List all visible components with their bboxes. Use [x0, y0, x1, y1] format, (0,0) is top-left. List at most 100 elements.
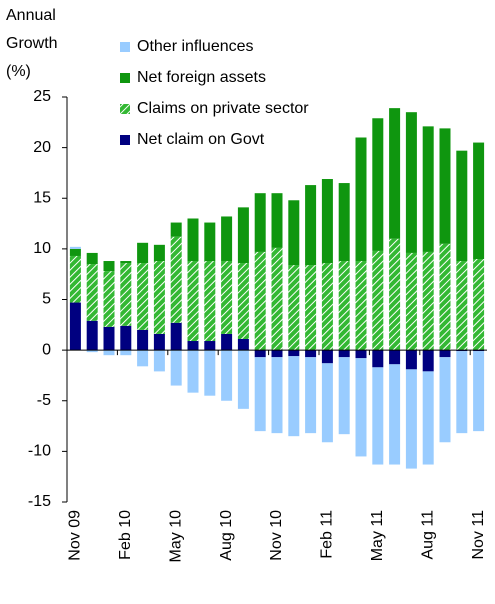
bar-segment	[187, 218, 199, 262]
bar-segment	[456, 350, 468, 352]
legend-label: Claims on private sector	[137, 100, 309, 117]
bar-segment	[321, 350, 333, 364]
bar-segment	[254, 193, 266, 252]
x-tick-label: May 10	[167, 510, 184, 563]
bar-segment	[271, 247, 283, 351]
bar-segment	[137, 329, 149, 351]
bar-segment	[103, 271, 115, 327]
bar-segment	[389, 364, 401, 465]
bar-segment	[103, 326, 115, 351]
x-tick-label: Aug 11	[419, 510, 436, 560]
y-tick-label: 25	[33, 88, 51, 105]
bar-segment	[338, 350, 350, 358]
bar-segment	[389, 108, 401, 239]
y-tick-label: 15	[33, 189, 51, 206]
bar-segment	[137, 350, 149, 367]
bar-segment	[372, 350, 384, 368]
bar-segment	[137, 242, 149, 264]
legend-swatch	[120, 104, 130, 114]
bar-segment	[221, 333, 233, 351]
bar-segment	[221, 261, 233, 334]
bar-segment	[271, 357, 283, 434]
bar-segment	[439, 357, 451, 443]
bar-segment	[321, 179, 333, 264]
bar-segment	[120, 261, 132, 264]
bar-segment	[69, 246, 81, 249]
bar-segment	[305, 350, 317, 358]
bar-segment	[237, 207, 249, 264]
y-tick-label: 20	[33, 139, 51, 156]
y-tick-label: 5	[42, 291, 51, 308]
bar-segment	[221, 216, 233, 262]
bar-segment	[204, 222, 216, 262]
legend-label: Net foreign assets	[137, 69, 266, 86]
bar-segment	[221, 350, 233, 401]
bar-segment	[254, 350, 266, 358]
bar-segment	[86, 264, 98, 321]
bar-segment	[271, 193, 283, 248]
bar-segment	[405, 112, 417, 253]
bar-segment	[153, 333, 165, 351]
bar-segment	[254, 251, 266, 351]
y-axis-label: (%)	[6, 63, 31, 80]
bar-segment	[103, 261, 115, 272]
bar-segment	[355, 261, 367, 351]
bar-segment	[86, 320, 98, 351]
y-axis-label: Annual	[6, 7, 56, 24]
bar-segment	[473, 259, 485, 351]
bar-segment	[305, 185, 317, 266]
bar-segment	[204, 261, 216, 342]
bar-segment	[389, 350, 401, 365]
bar-segment	[254, 357, 266, 432]
y-tick-label: -10	[28, 443, 51, 460]
bar-segment	[422, 371, 434, 465]
bar-segment	[69, 248, 81, 256]
bar-segment	[305, 265, 317, 351]
y-axis-label: Growth	[6, 35, 58, 52]
bar-segment	[288, 356, 300, 437]
y-tick-label: 0	[42, 341, 51, 358]
bar-segment	[305, 357, 317, 434]
x-tick-label: Nov 11	[470, 510, 487, 560]
bar-segment	[120, 325, 132, 351]
x-tick-label: Nov 10	[268, 510, 285, 561]
bar-segment	[204, 350, 216, 396]
y-tick-label: -5	[37, 392, 51, 409]
bar-segment	[187, 261, 199, 342]
bar-segment	[405, 252, 417, 351]
bar-segment	[338, 261, 350, 351]
bar-segment	[288, 200, 300, 266]
bar-segment	[473, 351, 485, 432]
bar-segment	[372, 367, 384, 465]
bar-segment	[103, 350, 115, 356]
bar-segment	[473, 350, 485, 352]
bar-segment	[271, 350, 283, 358]
legend-label: Other influences	[137, 38, 254, 55]
bar-segment	[187, 341, 199, 351]
bar-segment	[204, 341, 216, 351]
bar-segment	[355, 137, 367, 262]
bar-segment	[170, 236, 182, 323]
bar-segment	[439, 128, 451, 244]
x-tick-label: May 11	[369, 510, 386, 561]
bar-segment	[153, 244, 165, 262]
bar-segment	[456, 150, 468, 262]
bar-segment	[288, 265, 300, 351]
bar-segment	[372, 118, 384, 251]
bar-segment	[439, 243, 451, 351]
bar-segment	[120, 263, 132, 326]
bar-segment	[86, 350, 98, 353]
bar-segment	[355, 350, 367, 359]
bar-segment	[153, 261, 165, 334]
bar-segment	[321, 263, 333, 351]
bar-segment	[288, 350, 300, 357]
legend-swatch	[120, 42, 130, 52]
legend-swatch	[120, 73, 130, 83]
bar-segment	[69, 302, 81, 351]
x-tick-label: Nov 09	[67, 510, 84, 561]
bar-segment	[422, 350, 434, 372]
bar-segment	[422, 251, 434, 351]
bar-segment	[69, 255, 81, 303]
bar-segment	[456, 351, 468, 434]
